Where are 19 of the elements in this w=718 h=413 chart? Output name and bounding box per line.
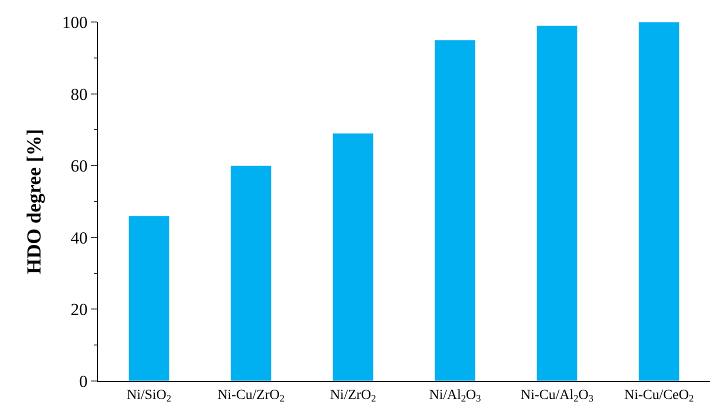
bar bbox=[434, 40, 476, 381]
x-tick-label: Ni/ZrO$_{2}$ bbox=[330, 388, 376, 405]
x-tick-label: Ni-Cu/CeO$_{2}$ bbox=[624, 388, 694, 405]
x-tick-label: Ni-Cu/ZrO$_{2}$ bbox=[217, 388, 285, 405]
bar bbox=[128, 216, 170, 381]
y-axis-title: HDO degree [%] bbox=[24, 128, 46, 274]
x-tick-label: Ni-Cu/Al$_{2}$O$_{3}$ bbox=[520, 388, 594, 405]
bar bbox=[536, 25, 578, 381]
y-tick-label: 80 bbox=[70, 84, 88, 104]
bar bbox=[638, 22, 680, 381]
y-tick-label: 0 bbox=[79, 372, 88, 391]
x-tick-label: Ni/Al$_{2}$O$_{3}$ bbox=[429, 388, 482, 405]
y-tick-label: 100 bbox=[62, 12, 88, 32]
bar bbox=[230, 165, 272, 381]
x-tick-label: Ni/SiO$_{2}$ bbox=[126, 388, 172, 405]
y-tick-label: 40 bbox=[70, 228, 88, 248]
y-tick-label: 60 bbox=[70, 156, 88, 176]
y-tick-label: 20 bbox=[70, 300, 88, 320]
bar bbox=[332, 133, 374, 381]
